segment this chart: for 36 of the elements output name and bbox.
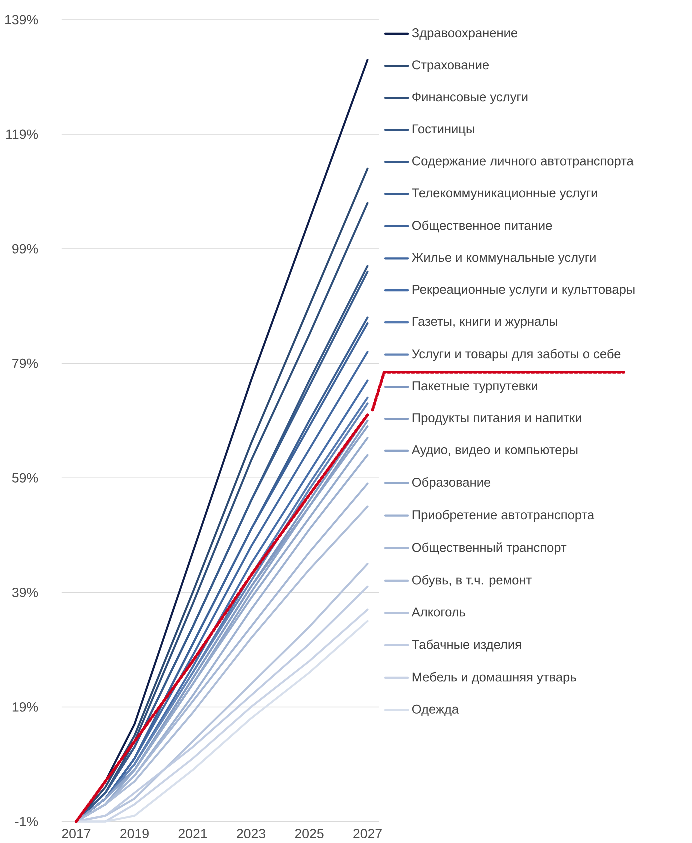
legend-label: Гостиницы (412, 124, 474, 136)
legend-label: Аудио, видео и компьютеры (412, 446, 578, 458)
legend-label: Образование (412, 478, 491, 490)
legend-label: Рекреационные услуги и культтовары (412, 285, 635, 297)
y-tick-label: 19% (12, 702, 38, 712)
x-tick-label: 2025 (295, 829, 324, 839)
y-tick-label: 119% (6, 130, 38, 140)
x-tick-label: 2019 (120, 829, 149, 839)
legend-label: Финансовые услуги (412, 92, 528, 104)
legend-label: Обувь, в т.ч. ремонт (412, 575, 532, 588)
y-tick-label: 139% (6, 15, 38, 25)
x-tick-label: 2027 (354, 829, 382, 839)
y-tick-label: -1% (15, 817, 38, 826)
legend-label: Табачные изделия (412, 640, 522, 652)
y-tick-label: 39% (12, 588, 38, 598)
legend-label: Общественное питание (412, 220, 552, 233)
y-tick-label: 59% (12, 473, 38, 483)
legend-label: Телекоммуникационные услуги (412, 188, 598, 200)
legend-label: Содержание личного автотранспорта (412, 156, 634, 168)
x-tick-label: 2017 (62, 829, 91, 839)
legend-label: Жилье и коммунальные услуги (412, 253, 596, 265)
x-tick-label: 2023 (237, 829, 266, 839)
legend-label: Общественный транспорт (412, 542, 567, 555)
legend-label: Приобретение автотранспорта (412, 510, 595, 522)
legend-label: Мебель и домашняя утварь (412, 672, 576, 684)
legend-label: Одежда (412, 704, 460, 716)
legend-label: Услуги и товары для заботы о себе (412, 349, 621, 362)
y-tick-label: 79% (12, 358, 38, 368)
legend-label: Страхование (412, 60, 490, 72)
x-tick-label: 2021 (178, 829, 208, 839)
legend-label: Пакетные турпутевки (412, 382, 538, 394)
legend-label: Алкоголь (412, 608, 466, 617)
y-tick-label: 99% (12, 244, 38, 254)
legend-label: Продукты питания и напитки (412, 414, 582, 426)
legend-label: Здравоохранение (412, 28, 518, 40)
legend-label: Газеты, книги и журналы (412, 317, 558, 329)
